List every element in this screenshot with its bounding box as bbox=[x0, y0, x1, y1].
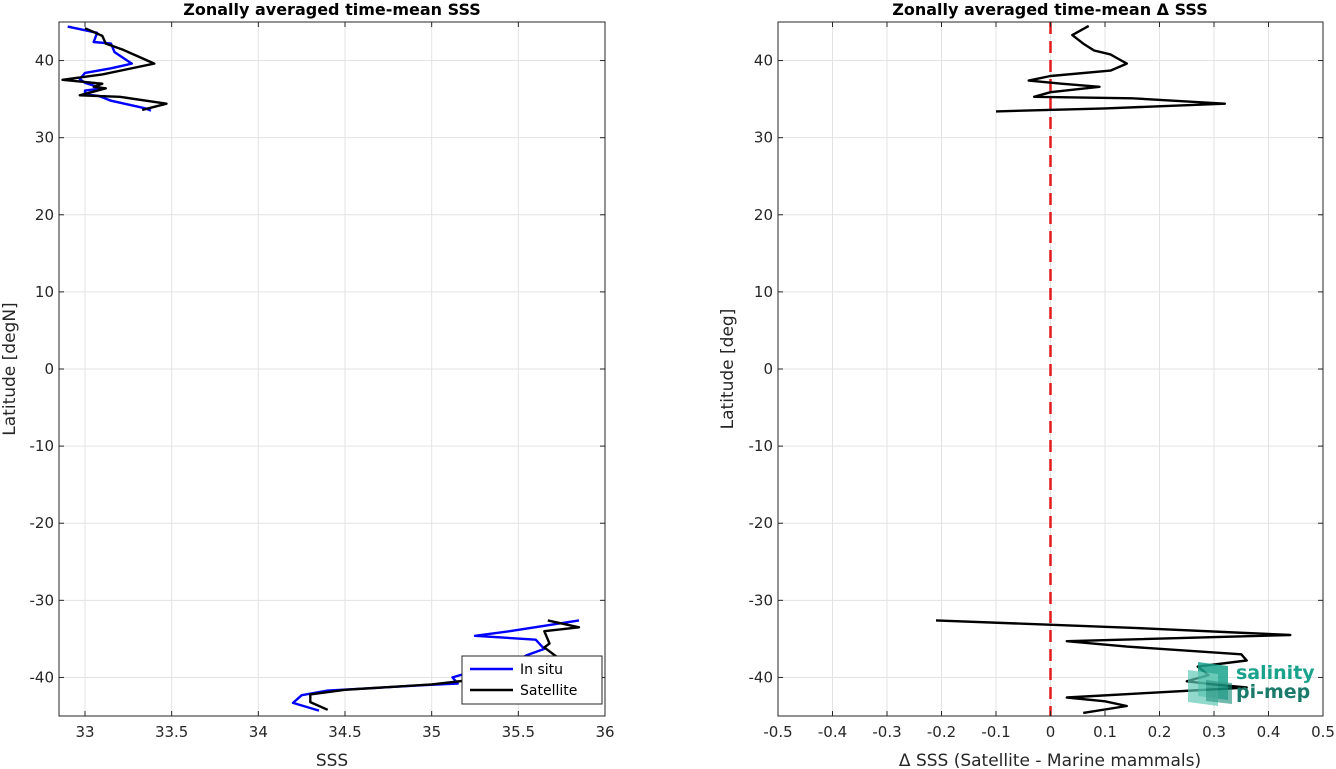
x-axis-label: SSS bbox=[316, 751, 348, 769]
satellite-line-segment-1 bbox=[61, 27, 168, 112]
x-tick-label: 0.1 bbox=[1093, 723, 1117, 741]
y-tick-label: -10 bbox=[749, 437, 774, 455]
y-axis-label: Latitude [degN] bbox=[0, 302, 20, 435]
x-tick-label: 0.3 bbox=[1202, 723, 1226, 741]
y-tick-label: -20 bbox=[749, 514, 774, 532]
tick-marks: -0.5 -0.4 -0.3 -0.2 -0.1 0 0.1 0.2 0.3 0.4 0.5 40 30… bbox=[749, 22, 1335, 741]
legend-label-in-situ: In situ bbox=[520, 662, 563, 678]
y-tick-label: 10 bbox=[35, 283, 54, 301]
y-tick-label: 10 bbox=[754, 283, 773, 301]
y-tick-label: 0 bbox=[44, 360, 54, 378]
x-tick-label: 33 bbox=[75, 723, 94, 741]
y-axis-label: Latitude [deg] bbox=[718, 309, 738, 430]
y-tick-label: 20 bbox=[754, 206, 773, 224]
x-tick-label: -0.2 bbox=[927, 723, 956, 741]
legend: In situ Satellite bbox=[461, 655, 603, 705]
y-tick-label: 20 bbox=[35, 206, 54, 224]
x-tick-label: 0.2 bbox=[1148, 723, 1172, 741]
y-tick-label: -20 bbox=[30, 514, 55, 532]
y-tick-label: -40 bbox=[30, 668, 55, 686]
x-tick-label: -0.5 bbox=[763, 723, 792, 741]
legend-label-satellite: Satellite bbox=[520, 683, 577, 699]
y-tick-label: 40 bbox=[754, 52, 773, 70]
legend-box bbox=[461, 655, 603, 705]
y-tick-label: -10 bbox=[30, 437, 55, 455]
x-tick-label: 35 bbox=[422, 723, 441, 741]
y-tick-label: -30 bbox=[749, 591, 774, 609]
x-tick-label: -0.3 bbox=[872, 723, 901, 741]
logo-text-line2: pi-mep bbox=[1236, 681, 1310, 703]
x-tick-label: 34 bbox=[249, 723, 268, 741]
logo-text-line1: salinity bbox=[1236, 662, 1315, 684]
y-tick-label: 30 bbox=[754, 129, 773, 147]
chart-title: Zonally averaged time-mean SSS bbox=[183, 0, 481, 19]
sss-profile-chart: 33 33.5 34 34.5 35 35.5 36 40 30 20 10 0 -10 -20 -30 -4… bbox=[0, 0, 615, 769]
delta-sss-line-segment-1 bbox=[995, 24, 1227, 113]
x-tick-label: 36 bbox=[595, 723, 614, 741]
y-tick-label: -40 bbox=[749, 668, 774, 686]
x-tick-label: -0.1 bbox=[981, 723, 1010, 741]
y-tick-label: 40 bbox=[35, 52, 54, 70]
y-tick-label: 0 bbox=[763, 360, 773, 378]
x-tick-label: 33.5 bbox=[155, 723, 188, 741]
x-axis-label: Δ SSS (Satellite - Marine mammals) bbox=[899, 751, 1201, 769]
x-tick-label: 0.5 bbox=[1311, 723, 1335, 741]
chart-title: Zonally averaged time-mean Δ SSS bbox=[892, 0, 1208, 19]
x-tick-label: 0.4 bbox=[1257, 723, 1281, 741]
x-tick-label: 34.5 bbox=[328, 723, 361, 741]
x-tick-label: 35.5 bbox=[502, 723, 535, 741]
delta-sss-profile-chart: -0.5 -0.4 -0.3 -0.2 -0.1 0 0.1 0.2 0.3 0.4 0.5 40 30… bbox=[718, 0, 1335, 769]
salinity-pi-mep-logo: salinity pi-mep bbox=[1188, 662, 1315, 706]
x-tick-label: 0 bbox=[1046, 723, 1056, 741]
y-tick-label: -30 bbox=[30, 591, 55, 609]
tick-marks: 33 33.5 34 34.5 35 35.5 36 40 30 20 10 0 -10 -20 -30 -4… bbox=[30, 22, 615, 741]
x-tick-label: -0.4 bbox=[818, 723, 847, 741]
y-tick-label: 30 bbox=[35, 129, 54, 147]
logo-emblem-icon bbox=[1188, 662, 1232, 706]
